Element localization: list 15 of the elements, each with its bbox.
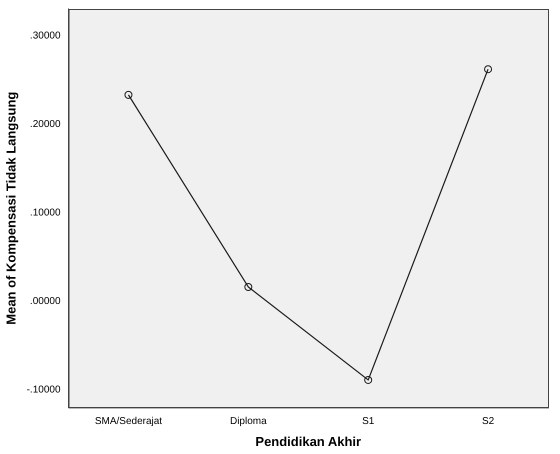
x-tick-label: S2 [482,416,495,428]
point [244,282,252,291]
y-tick-label: .10000 [30,207,61,218]
point [484,65,492,74]
y-tick-label: -.10000 [26,384,61,396]
x-tick-label: SMA/Sederajat [94,416,162,428]
y-tick-label: .20000 [30,118,61,130]
point [364,376,372,384]
point [124,90,132,99]
x-axis-title: Pendidikan Akhir [255,434,362,449]
y-tick-label: .00000 [30,296,61,307]
y-axis-title: Mean of Kompensasi Tidak Langsung [3,92,18,325]
x-tick-label: Diploma [230,416,268,428]
y-tick-label: .30000 [30,30,61,42]
x-tick-label: S1 [362,416,375,428]
